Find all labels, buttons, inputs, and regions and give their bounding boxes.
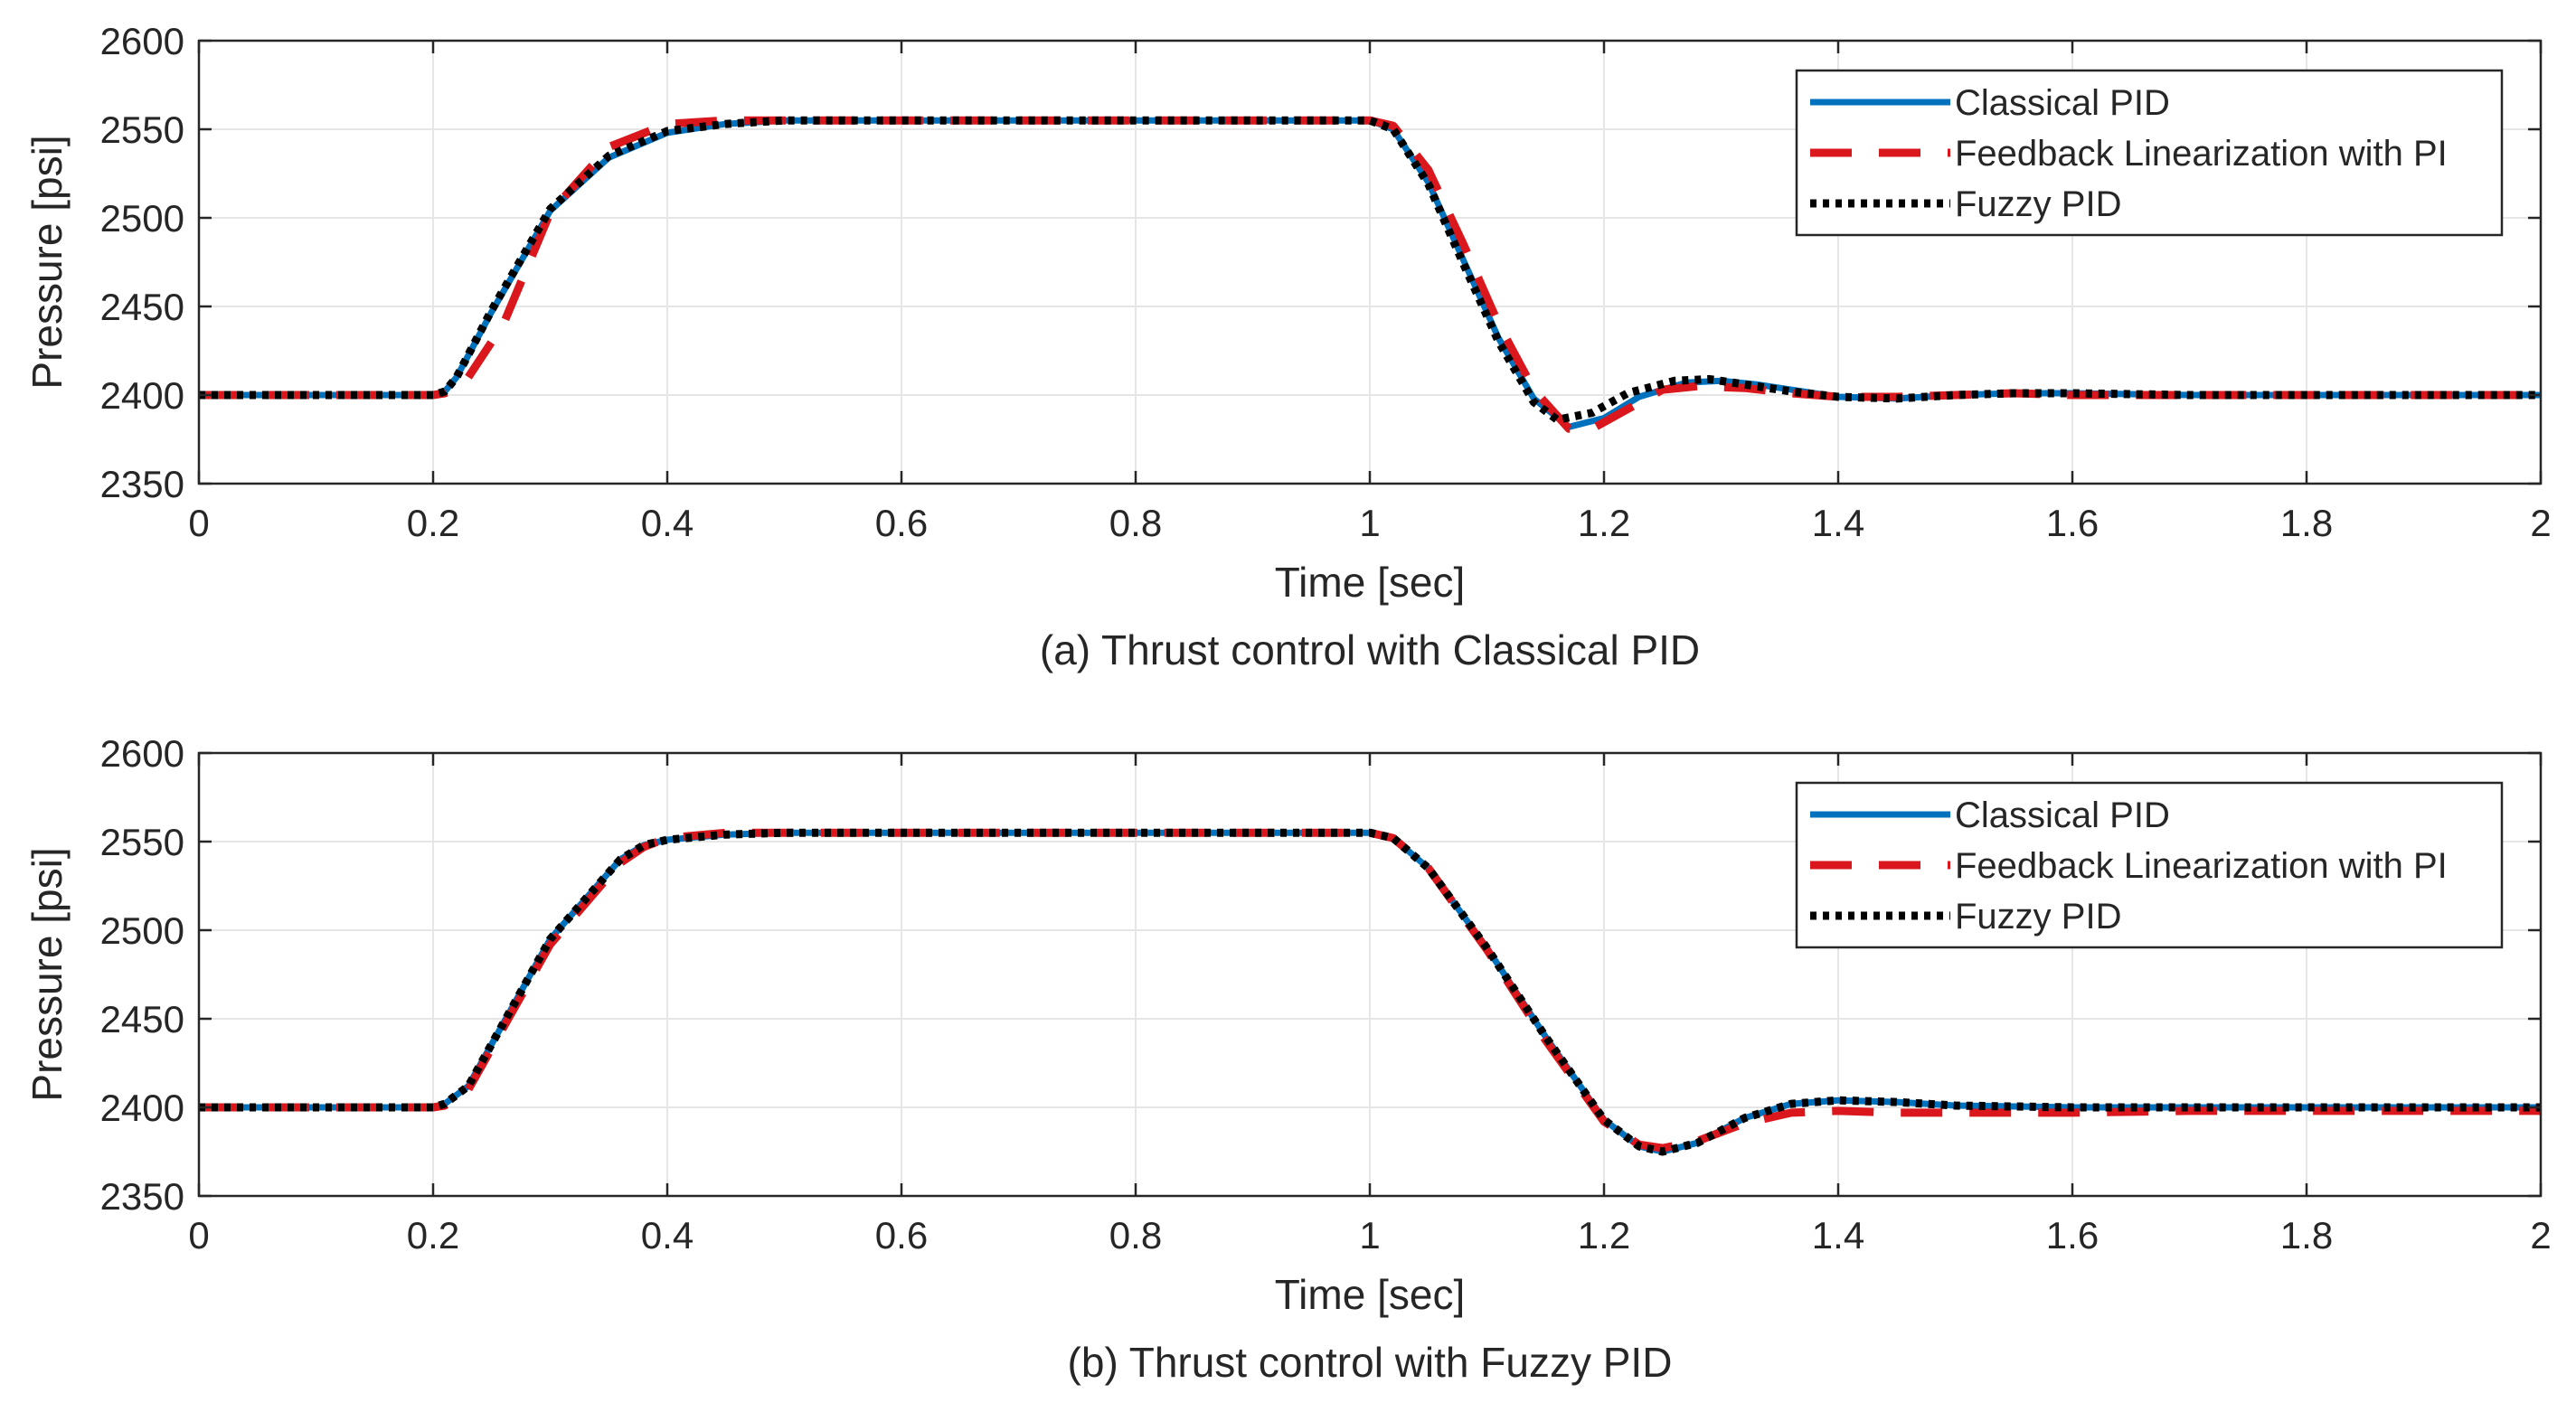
legend-label: Classical PID [1955,795,2170,835]
panel-caption: (a) Thrust control with Classical PID [1040,626,1700,673]
y-tick-label: 2450 [100,998,184,1040]
x-tick-label: 1.2 [1578,502,1630,544]
y-axis-label: Pressure [psi] [24,135,71,389]
x-tick-label: 0.4 [641,502,694,544]
x-tick-label: 1.8 [2280,502,2333,544]
x-tick-label: 0.8 [1109,1214,1162,1257]
x-tick-label: 0.6 [875,502,928,544]
y-tick-label: 2500 [100,909,184,952]
x-tick-label: 1 [1359,1214,1380,1257]
legend-label: Fuzzy PID [1955,897,2121,937]
y-tick-label: 2600 [100,20,184,62]
legend-label: Feedback Linearization with PI [1955,846,2448,886]
panel-caption: (b) Thrust control with Fuzzy PID [1068,1339,1673,1386]
legend-label: Classical PID [1955,83,2170,123]
x-tick-label: 0.2 [407,502,459,544]
y-tick-label: 2500 [100,197,184,240]
y-tick-label: 2550 [100,108,184,151]
chart-panel-b: 0 0.2 0.4 0.6 0.8 1 1.2 1.4 1.6 1.8 2 2350 2400 2450 2… [24,732,2552,1386]
x-axis-label: Time [sec] [1275,559,1465,606]
x-tick-label: 1.4 [1812,1214,1864,1257]
legend: Classical PID Feedback Linearization with… [1795,69,2504,237]
x-tick-label: 1.8 [2280,1214,2333,1257]
x-tick-label: 0.2 [407,1214,459,1257]
y-tick-label: 2550 [100,821,184,863]
x-tick-label: 0.8 [1109,502,1162,544]
series-group [199,116,2541,433]
y-tick-label: 2600 [100,732,184,775]
x-axis-label: Time [sec] [1275,1271,1465,1318]
legend-label: Feedback Linearization with PI [1955,134,2448,174]
x-tick-label: 0.4 [641,1214,694,1257]
legend: Classical PID Feedback Linearization with… [1795,781,2504,949]
x-tick-label: 2 [2530,502,2551,544]
y-tick-label: 2400 [100,1087,184,1129]
y-tick-label: 2350 [100,1175,184,1218]
y-tick-label: 2450 [100,286,184,328]
series-group [199,828,2541,1156]
series-line-feedback-linearization-with-pi [199,116,2541,433]
y-tick-label: 2400 [100,374,184,417]
series-line-fuzzy-pid [199,116,2541,424]
x-tick-label: 1 [1359,502,1380,544]
legend-label: Fuzzy PID [1955,184,2121,224]
y-axis-label: Pressure [psi] [24,847,71,1101]
x-tick-label: 1.6 [2046,502,2099,544]
x-tick-label: 0.6 [875,1214,928,1257]
x-tick-label: 0 [188,1214,209,1257]
x-tick-label: 1.2 [1578,1214,1630,1257]
y-tick-label: 2350 [100,463,184,505]
series-line-feedback-linearization-with-pi [199,828,2541,1153]
series-line-fuzzy-pid [199,828,2541,1156]
chart-panel-a: 0 0.2 0.4 0.6 0.8 1 1.2 1.4 1.6 1.8 2 2350 2400 2450 2… [24,20,2552,673]
x-tick-label: 1.4 [1812,502,1864,544]
x-tick-label: 0 [188,502,209,544]
x-tick-label: 1.6 [2046,1214,2099,1257]
x-tick-label: 2 [2530,1214,2551,1257]
